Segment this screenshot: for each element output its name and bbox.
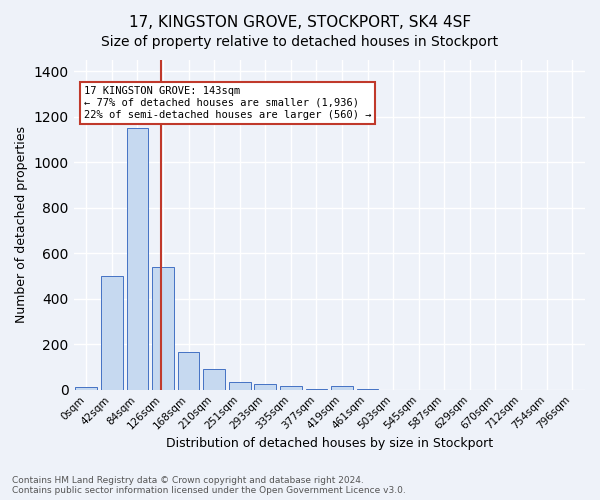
Bar [101, 276, 123, 390]
X-axis label: Distribution of detached houses by size in Stockport: Distribution of detached houses by size … [166, 437, 493, 450]
Text: 17 KINGSTON GROVE: 143sqm
← 77% of detached houses are smaller (1,936)
22% of se: 17 KINGSTON GROVE: 143sqm ← 77% of detac… [84, 86, 371, 120]
Bar [254, 384, 276, 390]
Bar [76, 388, 97, 390]
Bar [305, 388, 328, 390]
Text: Contains HM Land Registry data © Crown copyright and database right 2024.
Contai: Contains HM Land Registry data © Crown c… [12, 476, 406, 495]
Bar [127, 128, 148, 390]
Y-axis label: Number of detached properties: Number of detached properties [15, 126, 28, 324]
Text: 17, KINGSTON GROVE, STOCKPORT, SK4 4SF: 17, KINGSTON GROVE, STOCKPORT, SK4 4SF [129, 15, 471, 30]
Bar [229, 382, 251, 390]
Bar [280, 386, 302, 390]
Bar [178, 352, 199, 390]
Bar [331, 386, 353, 390]
Text: Size of property relative to detached houses in Stockport: Size of property relative to detached ho… [101, 35, 499, 49]
Bar [152, 267, 174, 390]
Bar [357, 388, 379, 390]
Bar [203, 370, 225, 390]
